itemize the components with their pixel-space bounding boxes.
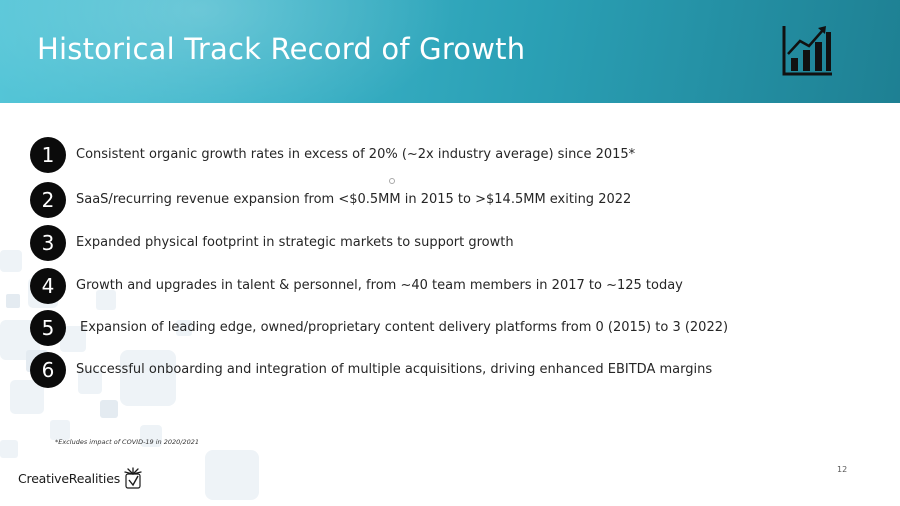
list-item-text: Consistent organic growth rates in exces… <box>76 147 636 162</box>
list-item-text: Expanded physical footprint in strategic… <box>76 235 514 250</box>
slide-title: Historical Track Record of Growth <box>37 32 526 66</box>
number-badge-2: 2 <box>30 182 66 218</box>
list-item-text: Expansion of leading edge, owned/proprie… <box>80 320 729 335</box>
number-badge-6: 6 <box>30 352 66 388</box>
title-banner: Historical Track Record of Growth <box>0 0 900 103</box>
list-item-text: Successful onboarding and integration of… <box>76 362 713 377</box>
logo-wordmark: CreativeRealities <box>18 470 121 486</box>
banner-highlight <box>0 0 460 103</box>
number-badge-3: 3 <box>30 225 66 261</box>
decorative-pixel-background <box>0 250 259 500</box>
stray-dot <box>389 178 395 184</box>
company-logo: CreativeRealities <box>18 467 143 489</box>
creative-realities-logo-icon <box>124 467 142 489</box>
list-item-5: 5 Expansion of leading edge, owned/propr… <box>30 310 790 346</box>
list-item-3: 3 Expanded physical footprint in strateg… <box>30 225 790 261</box>
page-number: 12 <box>837 465 848 474</box>
footnote: *Excludes impact of COVID-19 in 2020/202… <box>55 438 200 446</box>
number-badge-1: 1 <box>30 137 66 173</box>
list-item-4: 4 Growth and upgrades in talent & person… <box>30 268 790 304</box>
number-badge-5: 5 <box>30 310 66 346</box>
list-item-1: 1 Consistent organic growth rates in exc… <box>30 137 790 173</box>
list-item-6: 6 Successful onboarding and integration … <box>30 352 790 388</box>
list-item-text: SaaS/recurring revenue expansion from <$… <box>76 192 632 207</box>
list-item-2: 2 SaaS/recurring revenue expansion from … <box>30 182 790 218</box>
growth-bar-chart-icon <box>782 26 832 76</box>
number-badge-4: 4 <box>30 268 66 304</box>
list-item-text: Growth and upgrades in talent & personne… <box>76 278 683 293</box>
